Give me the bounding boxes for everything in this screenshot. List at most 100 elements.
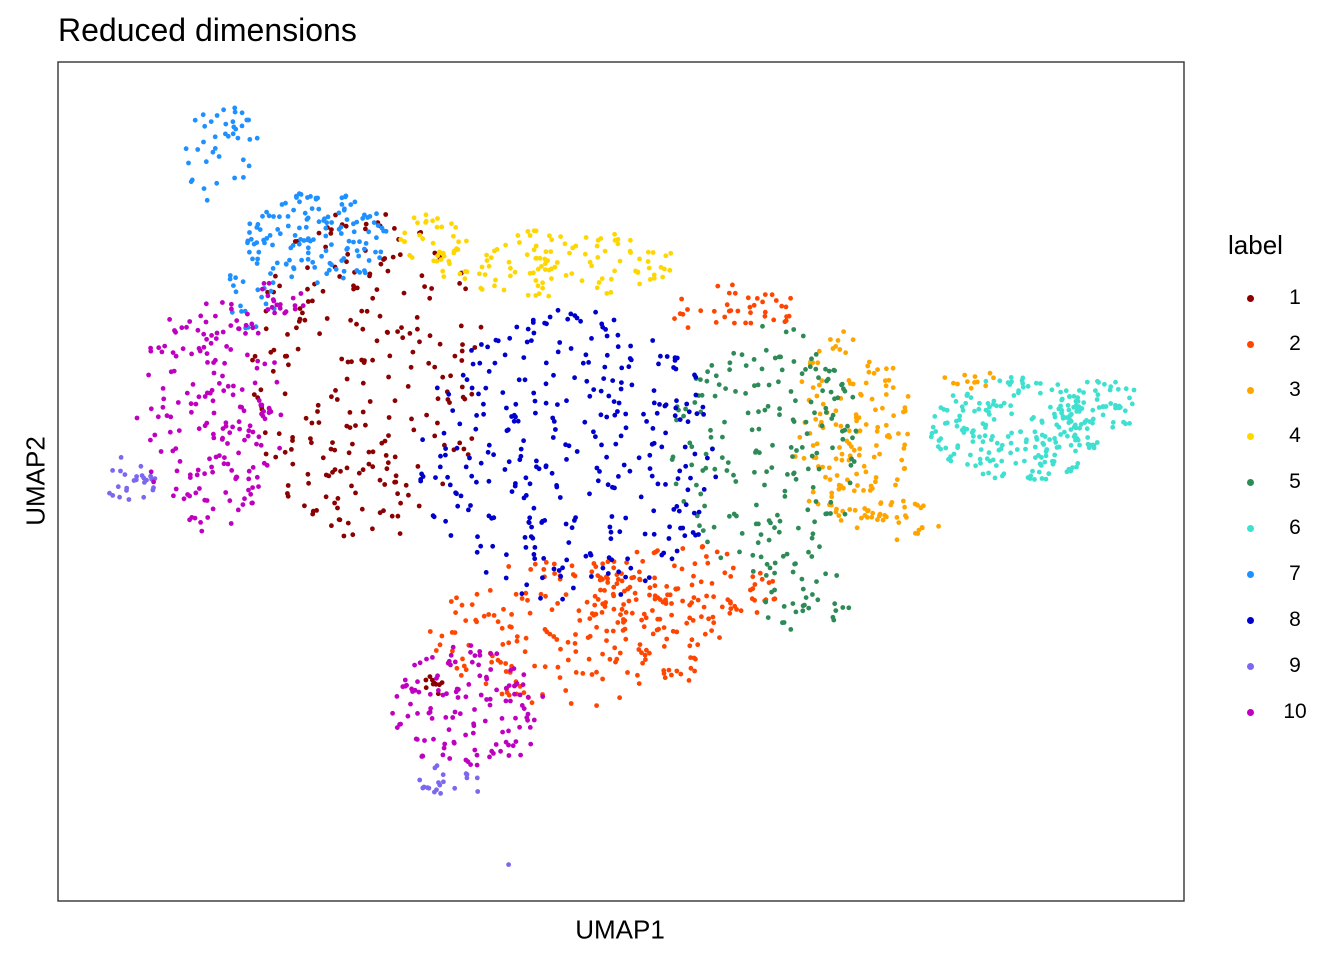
point-label-4 xyxy=(650,250,656,255)
point-label-4 xyxy=(398,237,404,242)
point-label-5 xyxy=(743,363,749,368)
point-label-2 xyxy=(692,668,697,674)
point-label-2 xyxy=(463,618,469,623)
point-label-5 xyxy=(759,366,765,372)
point-label-1 xyxy=(302,503,307,509)
point-label-2 xyxy=(635,672,640,678)
point-label-2 xyxy=(605,576,610,582)
point-label-8 xyxy=(547,314,553,320)
point-label-1 xyxy=(411,427,417,433)
point-label-8 xyxy=(446,391,452,397)
point-label-8 xyxy=(627,468,633,474)
point-label-10 xyxy=(478,692,484,698)
point-label-2 xyxy=(523,635,529,641)
point-label-2 xyxy=(757,570,763,576)
point-label-1 xyxy=(347,410,353,415)
point-label-2 xyxy=(639,617,644,623)
point-label-2 xyxy=(657,616,663,622)
point-label-6 xyxy=(993,463,999,468)
point-label-10 xyxy=(173,446,179,451)
point-label-7 xyxy=(363,241,369,246)
point-label-7 xyxy=(324,271,330,277)
point-label-10 xyxy=(259,402,265,408)
point-label-10 xyxy=(148,348,154,354)
point-label-8 xyxy=(602,364,608,370)
point-label-3 xyxy=(974,379,980,385)
point-label-6 xyxy=(1038,390,1043,396)
point-label-10 xyxy=(440,692,446,698)
point-label-10 xyxy=(455,695,461,700)
point-label-10 xyxy=(155,414,161,420)
point-label-3 xyxy=(877,451,882,457)
point-label-5 xyxy=(760,323,765,329)
point-label-5 xyxy=(766,382,772,388)
point-label-10 xyxy=(236,326,242,332)
point-label-7 xyxy=(362,212,367,218)
point-label-5 xyxy=(743,391,748,396)
point-label-8 xyxy=(616,474,621,479)
point-label-5 xyxy=(807,364,813,370)
point-label-6 xyxy=(1052,452,1058,458)
point-label-3 xyxy=(883,422,889,428)
point-label-2 xyxy=(615,577,621,582)
point-label-6 xyxy=(1013,460,1019,466)
point-label-2 xyxy=(623,610,629,615)
point-label-7 xyxy=(259,294,264,300)
point-label-5 xyxy=(823,366,828,372)
point-label-2 xyxy=(454,665,460,671)
point-label-1 xyxy=(461,446,467,452)
point-label-6 xyxy=(1094,440,1100,445)
point-label-8 xyxy=(615,409,620,414)
point-label-10 xyxy=(203,319,209,325)
point-label-6 xyxy=(1008,440,1014,446)
point-label-10 xyxy=(298,291,304,296)
point-label-1 xyxy=(419,273,425,279)
point-label-8 xyxy=(560,565,565,571)
point-label-2 xyxy=(748,320,754,326)
point-label-2 xyxy=(672,563,677,569)
point-label-10 xyxy=(265,307,271,312)
point-label-10 xyxy=(201,331,207,337)
point-label-2 xyxy=(527,610,533,616)
point-label-2 xyxy=(514,638,520,644)
point-label-10 xyxy=(234,474,240,480)
point-label-4 xyxy=(517,240,522,245)
point-label-8 xyxy=(491,515,497,521)
point-label-1 xyxy=(305,299,311,304)
point-label-7 xyxy=(298,192,304,197)
point-label-8 xyxy=(582,419,588,425)
point-label-10 xyxy=(225,383,231,389)
point-label-10 xyxy=(167,429,173,435)
point-label-4 xyxy=(533,293,539,298)
point-label-8 xyxy=(500,390,506,395)
point-label-5 xyxy=(815,597,821,603)
point-label-4 xyxy=(477,271,482,277)
point-label-1 xyxy=(334,397,340,402)
point-label-5 xyxy=(772,560,778,566)
point-label-5 xyxy=(698,377,703,382)
point-label-8 xyxy=(491,452,496,458)
point-label-5 xyxy=(803,419,809,425)
point-label-10 xyxy=(160,404,166,410)
point-label-7 xyxy=(313,196,319,202)
point-label-6 xyxy=(1018,429,1023,435)
point-label-9 xyxy=(475,789,481,794)
point-label-2 xyxy=(573,632,578,637)
point-label-10 xyxy=(204,420,210,426)
point-label-10 xyxy=(254,365,260,371)
point-label-7 xyxy=(247,230,252,235)
point-label-1 xyxy=(472,345,478,350)
point-label-4 xyxy=(494,247,500,252)
point-label-2 xyxy=(500,642,506,647)
point-label-2 xyxy=(605,580,611,585)
point-label-8 xyxy=(611,399,617,404)
point-label-1 xyxy=(405,384,411,389)
point-label-7 xyxy=(296,241,302,247)
point-label-4 xyxy=(647,277,653,282)
point-label-3 xyxy=(902,504,907,510)
point-label-8 xyxy=(674,398,679,404)
point-label-4 xyxy=(430,218,435,224)
point-label-8 xyxy=(455,503,461,509)
point-label-10 xyxy=(210,398,216,404)
